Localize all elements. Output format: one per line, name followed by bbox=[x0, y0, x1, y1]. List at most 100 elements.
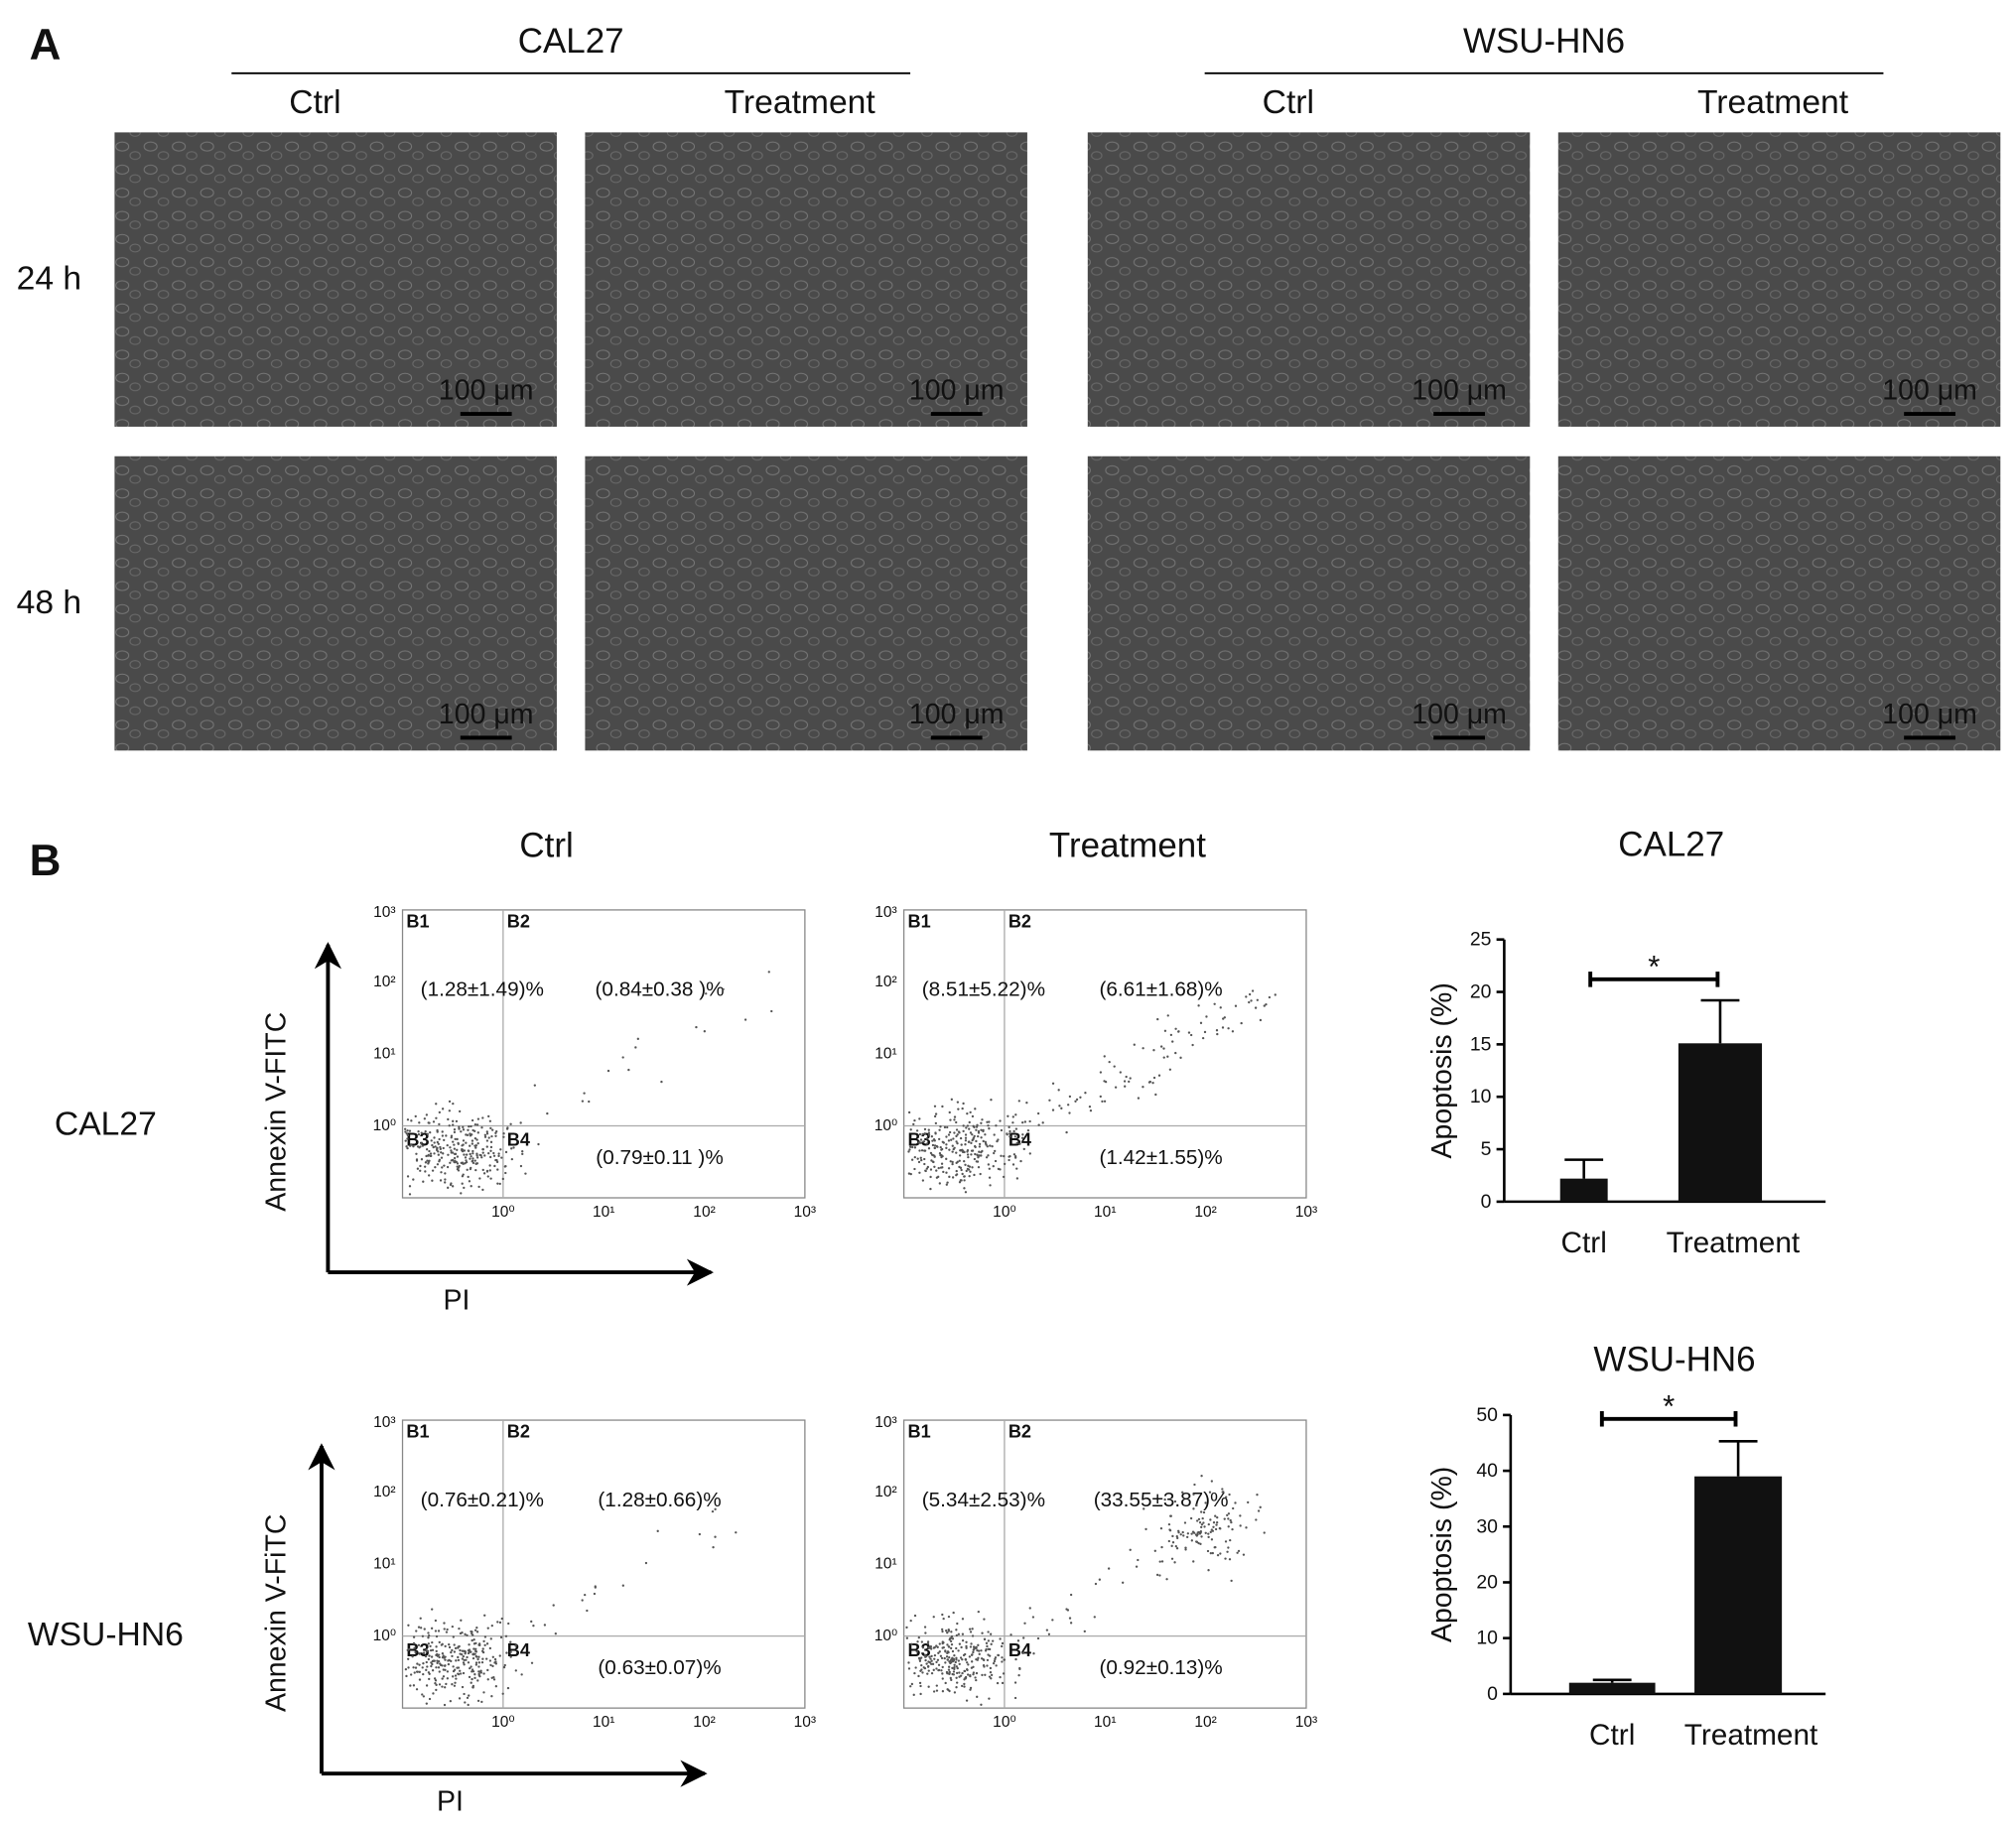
event bbox=[1066, 1609, 1070, 1612]
event bbox=[471, 1686, 474, 1689]
event bbox=[959, 1136, 963, 1140]
event bbox=[441, 1677, 444, 1680]
event bbox=[1199, 1542, 1202, 1545]
event bbox=[499, 1148, 502, 1151]
event bbox=[439, 1179, 443, 1182]
event bbox=[1177, 1030, 1180, 1033]
event bbox=[486, 1627, 489, 1629]
event bbox=[944, 1649, 947, 1652]
event bbox=[933, 1146, 937, 1150]
event bbox=[941, 1166, 944, 1169]
event bbox=[1230, 1520, 1233, 1524]
quadrant-label: B3 bbox=[907, 1130, 930, 1150]
event bbox=[1183, 1521, 1187, 1524]
event bbox=[1167, 1522, 1171, 1526]
event bbox=[966, 1167, 970, 1171]
event bbox=[983, 1637, 987, 1640]
event bbox=[1228, 1493, 1231, 1497]
event bbox=[421, 1693, 424, 1696]
y-tick-label: 10² bbox=[874, 1484, 896, 1500]
event bbox=[451, 1654, 454, 1658]
event bbox=[1162, 1056, 1165, 1059]
event bbox=[457, 1142, 460, 1145]
x-tick-label: 10² bbox=[693, 1714, 715, 1731]
event bbox=[928, 1661, 932, 1664]
y-tick-label: 5 bbox=[1481, 1138, 1492, 1160]
event bbox=[977, 1643, 980, 1647]
event bbox=[1015, 1167, 1018, 1170]
event bbox=[1216, 1032, 1219, 1036]
event bbox=[960, 1143, 963, 1146]
axis-label: PI bbox=[443, 1285, 470, 1317]
event bbox=[1205, 1015, 1208, 1018]
event bbox=[467, 1661, 470, 1664]
event bbox=[961, 1638, 965, 1642]
event bbox=[955, 1646, 958, 1650]
event bbox=[947, 1615, 951, 1619]
quadrant-label: B1 bbox=[907, 1422, 930, 1442]
event bbox=[424, 1161, 428, 1164]
event bbox=[946, 1672, 949, 1675]
event bbox=[489, 1663, 492, 1667]
event bbox=[977, 1656, 980, 1659]
event bbox=[474, 1146, 477, 1149]
event bbox=[955, 1128, 959, 1131]
event bbox=[1159, 1527, 1163, 1530]
event bbox=[1204, 1501, 1207, 1504]
event bbox=[594, 1585, 597, 1588]
event bbox=[940, 1669, 943, 1672]
event bbox=[1222, 1017, 1225, 1020]
event bbox=[470, 1670, 473, 1673]
event bbox=[434, 1629, 438, 1632]
event bbox=[1001, 1644, 1004, 1648]
event bbox=[1099, 1071, 1103, 1074]
event bbox=[543, 1624, 547, 1627]
event bbox=[481, 1148, 484, 1151]
event bbox=[477, 1673, 480, 1677]
event bbox=[1028, 1152, 1031, 1155]
event bbox=[456, 1137, 459, 1141]
significance-mark: * bbox=[1648, 949, 1660, 983]
event bbox=[438, 1683, 442, 1686]
event bbox=[938, 1137, 941, 1141]
event bbox=[1008, 1155, 1010, 1158]
group-title: CAL27 bbox=[518, 22, 624, 61]
event bbox=[1160, 1560, 1164, 1563]
event bbox=[470, 1118, 474, 1122]
event bbox=[1227, 1512, 1231, 1515]
event bbox=[1212, 1521, 1216, 1524]
event bbox=[428, 1149, 431, 1153]
event bbox=[456, 1148, 459, 1151]
event bbox=[1129, 1548, 1132, 1551]
event bbox=[474, 1647, 477, 1650]
event bbox=[453, 1650, 457, 1653]
event bbox=[964, 1136, 968, 1139]
event bbox=[941, 1629, 944, 1633]
event bbox=[465, 1153, 469, 1156]
event bbox=[429, 1130, 432, 1134]
event bbox=[1219, 1552, 1222, 1555]
event bbox=[431, 1179, 434, 1182]
event bbox=[929, 1187, 932, 1191]
event bbox=[956, 1681, 959, 1684]
y-tick-label: 10⁰ bbox=[373, 1628, 397, 1644]
event bbox=[984, 1133, 987, 1136]
event bbox=[933, 1105, 937, 1108]
event bbox=[437, 1150, 440, 1153]
event bbox=[493, 1657, 497, 1661]
event bbox=[1174, 1027, 1177, 1030]
event bbox=[988, 1167, 991, 1170]
event bbox=[918, 1681, 922, 1685]
event bbox=[483, 1135, 487, 1138]
condition-label: Treatment bbox=[1697, 84, 1849, 121]
event bbox=[481, 1151, 484, 1154]
event bbox=[1168, 1529, 1172, 1532]
event bbox=[947, 1139, 951, 1142]
event bbox=[493, 1661, 496, 1664]
event bbox=[1232, 1506, 1235, 1510]
scale-bar-label: 100 μm bbox=[439, 699, 534, 730]
event bbox=[955, 1676, 958, 1679]
event bbox=[429, 1644, 432, 1648]
event bbox=[456, 1168, 460, 1171]
event bbox=[474, 1663, 478, 1666]
